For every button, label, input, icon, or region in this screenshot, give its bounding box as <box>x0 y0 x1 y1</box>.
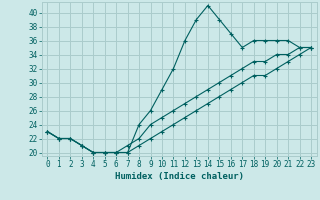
X-axis label: Humidex (Indice chaleur): Humidex (Indice chaleur) <box>115 172 244 181</box>
